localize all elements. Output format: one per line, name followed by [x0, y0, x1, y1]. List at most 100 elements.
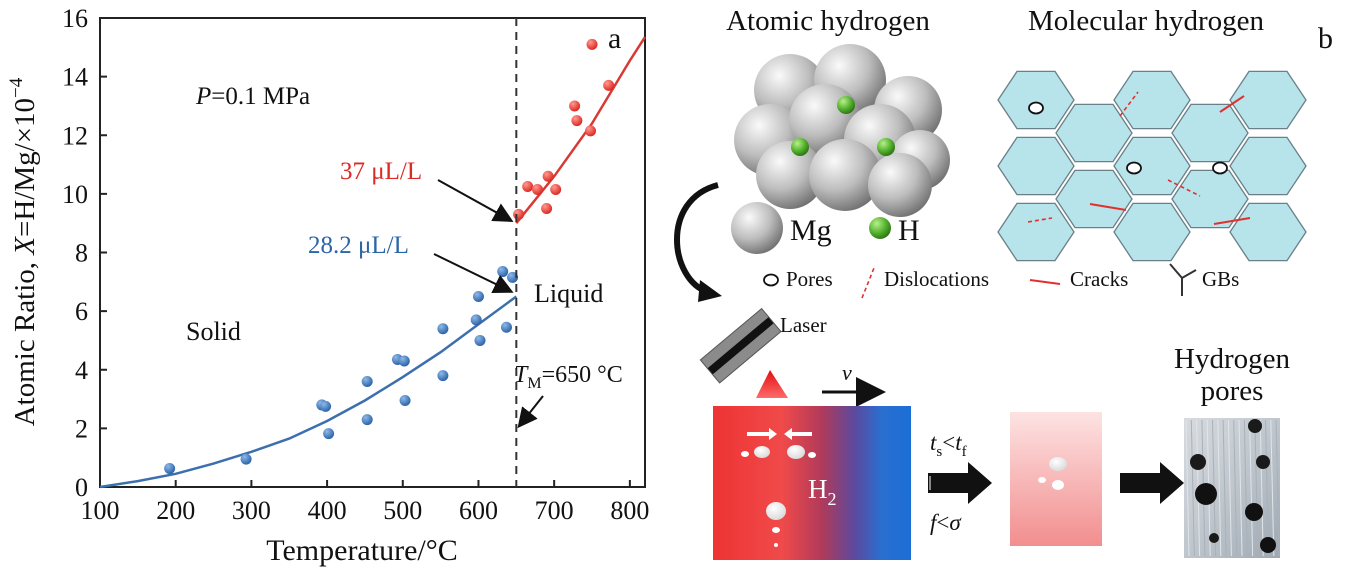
y-tick-label: 14	[62, 63, 88, 92]
y-tick-label: 12	[62, 121, 88, 150]
condition-ts-tf: ts<tf	[930, 430, 967, 460]
solid-data-point	[474, 334, 486, 346]
solid-data-point	[240, 453, 252, 465]
micrograph-texture	[1222, 419, 1227, 557]
micrograph-texture	[1254, 419, 1259, 557]
gbs-label: GBs	[1202, 267, 1239, 291]
solid-data-point	[361, 414, 373, 426]
pore	[1028, 101, 1044, 115]
liquid-data-point	[603, 79, 615, 91]
x-axis-label: Temperature/°C	[266, 534, 457, 567]
hydrogen-pores-title-line2: pores	[1201, 375, 1264, 407]
dislocations-label: Dislocations	[884, 267, 989, 291]
micrograph-texture	[1227, 419, 1232, 557]
solid-solubility-label: 28.2 μL/L	[308, 232, 409, 259]
grain	[1171, 169, 1249, 229]
pore	[1212, 161, 1228, 175]
dislocation	[1119, 91, 1139, 117]
grain	[1229, 136, 1307, 196]
panel-b-schematic: b Atomic hydrogen Molecular hydrogen Mg …	[674, 5, 1333, 560]
solid-data-point	[164, 463, 176, 475]
x-tick-label: 800	[610, 496, 649, 525]
liquid-data-point	[522, 181, 534, 193]
liquid-data-point	[569, 100, 581, 112]
liquid-data-point	[542, 170, 554, 182]
micrograph-texture	[1270, 419, 1275, 557]
grain	[1171, 103, 1249, 163]
svg-text:Atomic Ratio, X=H/Mg/×10−4: Atomic Ratio, X=H/Mg/×10−4	[6, 77, 41, 426]
curved-arrow-head-icon	[698, 280, 722, 302]
hydrogen-atom	[837, 96, 855, 114]
y-tick-label: 10	[62, 180, 88, 209]
y-tick-label: 16	[62, 4, 88, 33]
liquid-solubility-label: 37 μL/L	[340, 158, 422, 185]
micrograph-texture	[1233, 419, 1238, 557]
liquid-data-point	[550, 183, 562, 195]
y-tick-label: 0	[75, 473, 88, 502]
grain-structure	[997, 70, 1307, 262]
h-legend-icon	[869, 217, 891, 239]
molecular-hydrogen-title: Molecular hydrogen	[1028, 5, 1264, 37]
liquid-data-point	[571, 115, 583, 127]
solid-data-point	[472, 290, 484, 302]
data-points	[164, 38, 615, 475]
x-tick-label: 400	[308, 496, 347, 525]
grain	[997, 202, 1075, 262]
liquid-solubility-arrow	[437, 179, 514, 222]
solid-data-point	[361, 375, 373, 387]
crack	[1089, 203, 1127, 211]
panel-a-chart: 100 200 300 400 500 600 700 800 0 2 4 6 8 10 12 14 16 Te…	[6, 4, 649, 567]
solid-data-point	[470, 314, 482, 326]
solidified-zone	[1010, 412, 1102, 546]
y-tick-label: 4	[75, 356, 88, 385]
micrograph-image	[1184, 418, 1280, 558]
solid-solubility-arrow	[433, 253, 514, 293]
pore	[1126, 161, 1142, 175]
x-tick-label: 600	[459, 496, 498, 525]
y-axis-label: Atomic Ratio, X=H/Mg/×10−4	[6, 77, 41, 426]
grain	[1229, 70, 1307, 130]
solid-region-label: Solid	[186, 317, 241, 346]
trapped-bubble	[1052, 480, 1064, 490]
liquid-data-point	[532, 183, 544, 195]
solid-fit-line	[99, 295, 518, 489]
curved-arrow-icon	[674, 182, 719, 295]
y-tick-label: 6	[75, 297, 88, 326]
grain	[1229, 202, 1307, 262]
x-tick-label: 300	[232, 496, 271, 525]
crack	[1219, 95, 1245, 113]
solid-data-point	[497, 266, 509, 278]
hydrogen-atom	[877, 138, 895, 156]
laser-beam-icon	[756, 370, 788, 398]
hydrogen-atom	[791, 138, 809, 156]
mg-legend-label: Mg	[790, 214, 832, 247]
process-arrow-icon	[928, 462, 992, 504]
trapped-bubble	[1038, 477, 1046, 483]
h-legend-label: H	[898, 214, 920, 247]
micrograph-texture	[1249, 419, 1254, 557]
laser-label: Laser	[780, 313, 827, 337]
grain	[997, 136, 1075, 196]
grain	[997, 70, 1075, 130]
panel-a-label: a	[608, 22, 621, 55]
micrograph-texture	[1275, 419, 1280, 557]
atomic-hydrogen-title: Atomic hydrogen	[726, 5, 930, 37]
pressure-label: P=0.1 MPa	[195, 83, 310, 110]
liquid-data-point	[541, 203, 553, 215]
hydrogen-bubbles	[741, 428, 816, 547]
condition-f-sigma: f<σ	[930, 510, 962, 535]
defect-legend: Pores Dislocations Cracks GBs	[763, 263, 1239, 299]
grain-boundary-icon	[1169, 263, 1197, 296]
grain	[1113, 202, 1191, 262]
melting-point-label: TM=650 °C	[514, 362, 623, 392]
cracks-label: Cracks	[1070, 267, 1128, 291]
x-tick-label: 200	[156, 496, 195, 525]
panel-b-label: b	[1318, 22, 1333, 55]
axes	[99, 17, 646, 488]
micrograph-texture	[1217, 419, 1222, 557]
solid-data-point	[437, 370, 449, 382]
h2-label: H2	[808, 474, 837, 509]
grain	[1055, 103, 1133, 163]
mg-atom-cluster	[734, 44, 950, 217]
